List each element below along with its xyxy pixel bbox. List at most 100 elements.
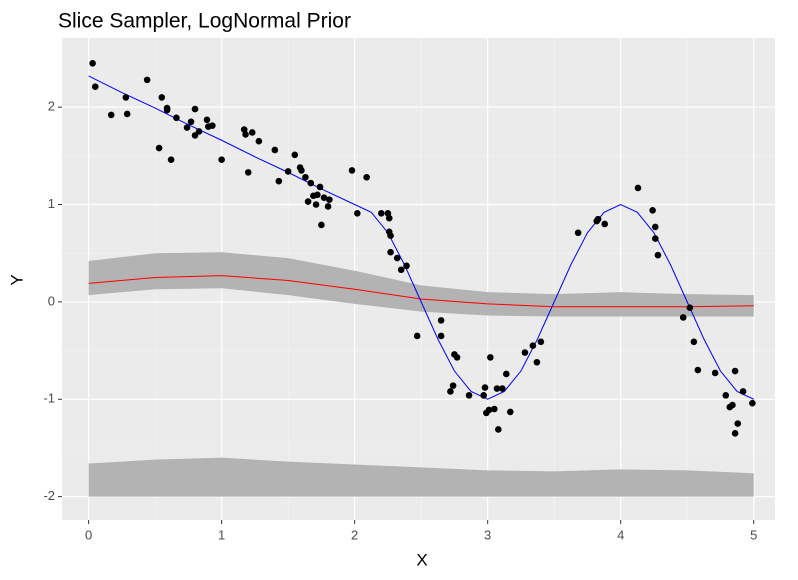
data-point (729, 401, 736, 409)
data-point (453, 354, 461, 361)
data-point (304, 198, 312, 205)
data-point (203, 116, 211, 124)
data-point (107, 111, 115, 119)
data-point (143, 76, 151, 84)
y-tick-label: 1 (48, 196, 55, 211)
data-point (480, 392, 487, 399)
data-point (387, 248, 394, 256)
data-point (183, 124, 191, 131)
data-point (449, 382, 457, 389)
data-point (163, 104, 171, 112)
data-point (155, 144, 163, 152)
data-point (506, 408, 514, 416)
data-point (255, 137, 263, 145)
data-point (248, 129, 256, 136)
data-point (271, 146, 279, 154)
data-point (437, 332, 445, 340)
data-point (495, 426, 502, 433)
data-point (537, 338, 545, 346)
x-tick-label: 3 (484, 527, 491, 542)
data-point (739, 388, 747, 395)
ribbon (88, 252, 754, 317)
data-point (316, 183, 324, 191)
data-point (694, 366, 702, 374)
data-point (487, 354, 494, 361)
data-point (191, 105, 199, 113)
data-point (314, 191, 321, 199)
x-tick-label: 0 (85, 527, 92, 542)
data-point (123, 110, 131, 118)
data-point (711, 369, 719, 377)
data-point (679, 314, 687, 321)
data-point (320, 194, 328, 201)
data-point (465, 392, 473, 399)
data-point (89, 60, 96, 67)
data-point (326, 196, 333, 203)
data-point (499, 385, 506, 392)
data-point (601, 220, 609, 228)
data-point (485, 406, 493, 414)
y-tick-label: -1 (43, 391, 55, 406)
data-point (348, 167, 356, 174)
data-point (385, 214, 393, 222)
y-tick-label: 2 (48, 99, 55, 114)
data-point (218, 156, 225, 164)
data-point (393, 254, 401, 262)
x-tick-label: 1 (218, 527, 225, 542)
data-point (209, 122, 216, 129)
data-point (387, 232, 394, 239)
y-tick-label: 0 (48, 293, 55, 308)
line (88, 275, 754, 308)
chart-title: Slice Sampler, LogNormal Prior (58, 10, 351, 33)
data-point (654, 251, 662, 259)
data-point (594, 215, 602, 223)
data-point (354, 209, 361, 217)
x-tick-label: 5 (750, 527, 757, 542)
data-point (242, 131, 249, 138)
data-point (749, 399, 756, 407)
data-point (312, 201, 320, 208)
data-point (574, 229, 582, 237)
data-point (158, 94, 166, 101)
data-point (413, 332, 421, 340)
y-axis-title: Y (7, 274, 26, 285)
data-point (521, 349, 529, 356)
data-point (437, 317, 445, 324)
data-point (173, 114, 180, 122)
data-point (651, 223, 659, 231)
data-point (690, 338, 698, 346)
data-point (187, 118, 195, 126)
data-point (275, 177, 283, 185)
data-point (481, 384, 489, 391)
data-point (649, 207, 656, 214)
data-point (307, 179, 315, 187)
data-point (491, 405, 498, 413)
data-point (533, 358, 541, 366)
data-point (731, 367, 739, 375)
x-tick-label: 2 (351, 527, 358, 542)
y-tick-label: -2 (43, 488, 55, 503)
data-point (686, 304, 694, 312)
x-tick-label: 4 (617, 527, 624, 542)
data-point (734, 420, 742, 427)
data-point (651, 235, 659, 242)
data-point (324, 203, 332, 210)
data-point (397, 266, 405, 274)
data-point (244, 169, 252, 176)
data-point (529, 342, 537, 350)
data-point (195, 128, 203, 135)
data-point (291, 151, 299, 159)
line (88, 75, 754, 400)
data-point (447, 388, 454, 395)
data-point (302, 173, 309, 181)
data-point (634, 184, 642, 192)
x-axis-title: X (416, 550, 427, 569)
data-point (284, 168, 292, 175)
data-point (722, 392, 730, 399)
data-point (377, 209, 385, 217)
data-point (298, 167, 305, 174)
data-point (363, 173, 370, 181)
data-point (502, 370, 510, 378)
data-point (167, 156, 175, 164)
data-point (91, 83, 99, 90)
